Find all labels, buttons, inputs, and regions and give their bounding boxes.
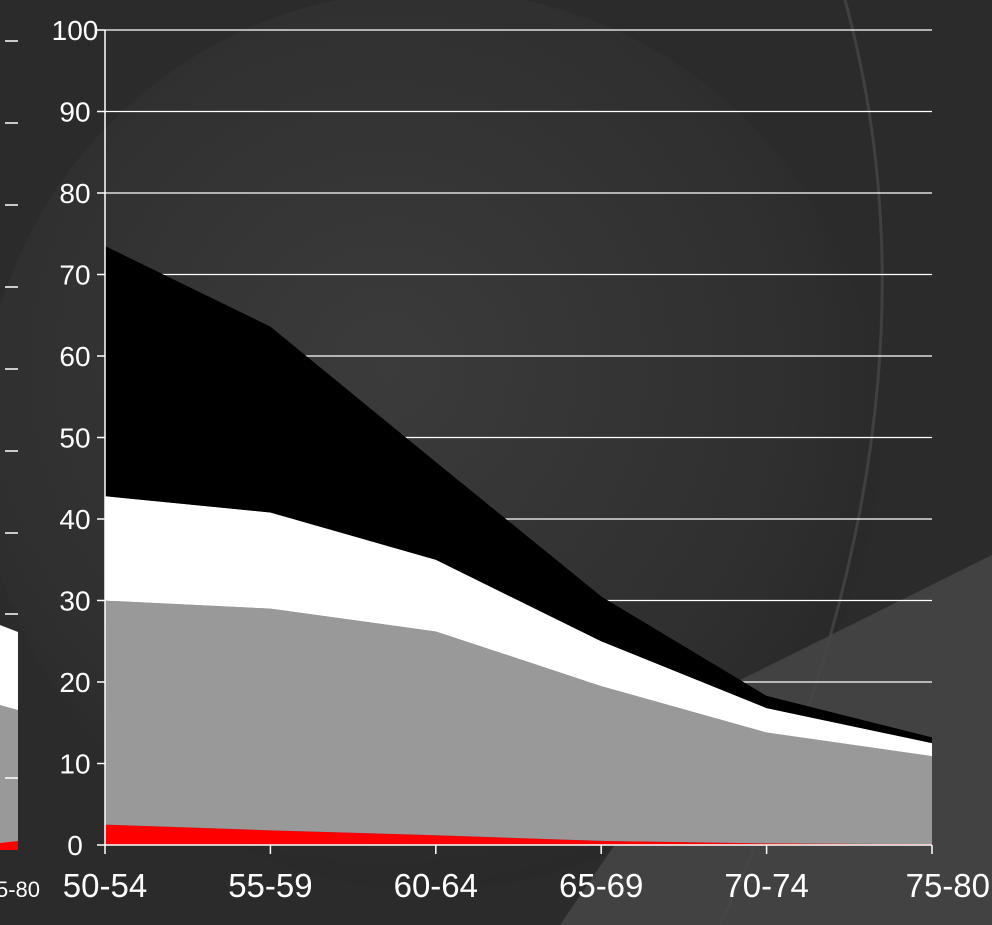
y-tick-label: 80 — [59, 178, 90, 209]
y-tick-label: 100 — [52, 15, 99, 46]
y-tick-label: 20 — [59, 667, 90, 698]
x-tick-label: 75-80 — [906, 867, 990, 904]
x-tick-label: 60-64 — [394, 867, 478, 904]
y-tick-label: 50 — [59, 423, 90, 454]
stacked-area-chart: 0 10 20 30 40 50 60 70 80 90 100 50-54 55-59 60-64 65… — [52, 15, 990, 904]
x-tick-label: 55-59 — [228, 867, 312, 904]
series-areas — [105, 245, 932, 845]
background-tick-marks — [5, 40, 18, 779]
series-area-2 — [105, 600, 932, 845]
background-chart-fragment: 5-80 — [0, 40, 40, 902]
background-x-label: 5-80 — [0, 877, 40, 902]
axes — [97, 29, 933, 854]
series-area-3 — [105, 496, 932, 757]
y-tick-label: 70 — [59, 260, 90, 291]
y-tick-label: 60 — [59, 341, 90, 372]
background-area-red — [0, 841, 18, 850]
x-tick-label: 70-74 — [724, 867, 808, 904]
y-tick-label: 30 — [59, 586, 90, 617]
x-tick-label: 50-54 — [63, 867, 147, 904]
y-tick-labels: 0 10 20 30 40 50 60 70 80 90 100 — [52, 15, 99, 861]
y-tick-label: 90 — [59, 97, 90, 128]
x-tick-label: 65-69 — [559, 867, 643, 904]
series-area-4 — [105, 245, 932, 744]
x-tick-labels: 50-54 55-59 60-64 65-69 70-74 75-80 — [63, 867, 990, 904]
y-tick-label: 0 — [67, 830, 83, 861]
series-area-1 — [105, 824, 932, 845]
y-tick-label: 10 — [59, 749, 90, 780]
y-tick-label: 40 — [59, 504, 90, 535]
